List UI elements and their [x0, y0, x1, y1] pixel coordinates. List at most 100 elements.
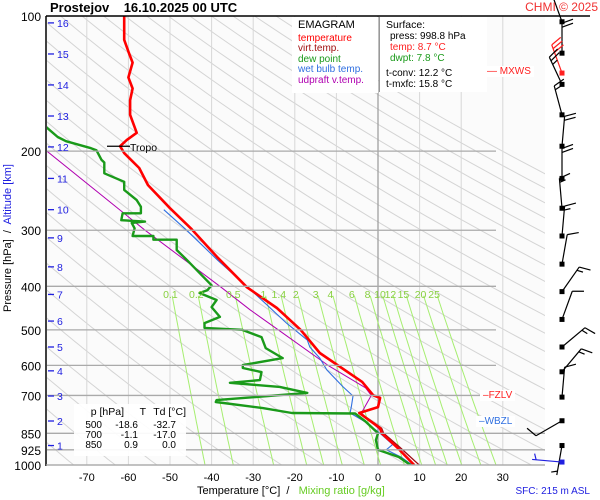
wind-barb-staff: [553, 0, 563, 22]
wind-barb-dot: [559, 50, 565, 56]
wind-barb-half: [554, 85, 561, 91]
mixing-ratio-line: [197, 295, 234, 465]
dry-adiabat: [60, 16, 545, 334]
y-label-altitude: Altitude [km]: [2, 164, 14, 225]
wind-barb: [559, 290, 584, 322]
x-label-mixing-ratio: Mixing ratio [g/kg]: [298, 485, 385, 497]
wind-barb-full: [561, 18, 574, 24]
wind-barb-dot: [559, 81, 565, 87]
tropopause-label: Tropo: [130, 142, 157, 154]
x-tick-label: -50: [162, 472, 178, 484]
surface-title: Surface:: [386, 19, 426, 31]
wind-barb-staff: [532, 458, 563, 463]
y-tick-label: 925: [21, 444, 41, 458]
x-tick-label: 20: [455, 472, 467, 484]
wind-barb-full: [548, 48, 559, 58]
wind-barb-staff: [553, 85, 563, 115]
wind-barb-half: [581, 329, 588, 335]
y-label-pressure: Pressure [hPa]: [2, 239, 14, 312]
mixing-ratio-label: 6: [349, 289, 355, 301]
mixing-ratio-label: 10: [374, 289, 386, 301]
legend-updraft-vtemp: udpraft v.temp.: [298, 74, 364, 86]
legend-temperature: temperature: [298, 32, 352, 44]
dry-adiabat: [47, 22, 545, 352]
y-tick-label: 500: [21, 324, 41, 338]
mixing-ratio-line: [332, 295, 382, 465]
x-tick-label: 0: [375, 472, 381, 484]
wind-barb: [553, 78, 565, 118]
wind-barb-dot: [559, 289, 565, 295]
x-tick-label: -60: [120, 472, 136, 484]
dry-adiabat: [47, 60, 545, 390]
wind-barb-staff: [561, 348, 582, 373]
wind-barb-half: [551, 470, 558, 473]
mixing-ratio-label: 25: [428, 289, 440, 301]
wind-barb-full: [552, 40, 563, 50]
altitude-tick-label: 4: [57, 366, 63, 378]
wind-barb: [559, 231, 579, 267]
y-tick-label: 400: [21, 280, 41, 294]
wind-barb-full: [561, 22, 574, 28]
x-label-temperature: Temperature [°C]: [197, 485, 281, 497]
surface-press: press: 998.8 hPa: [390, 31, 466, 42]
x-tick-label: -20: [287, 472, 303, 484]
wind-barb-dot: [559, 418, 565, 424]
table-header-t: T: [139, 406, 146, 418]
mixing-ratio-label: 12: [385, 289, 397, 301]
x-tick-label: 10: [413, 472, 425, 484]
wind-barb: [548, 48, 565, 87]
mixing-ratio-line: [369, 295, 423, 465]
chart-title: Prostejov 16.10.2025 00 UTC: [50, 0, 237, 15]
altitude-tick-label: 13: [57, 111, 69, 123]
wind-barb-dot: [559, 344, 565, 350]
copyright: CHMI © 2025: [525, 0, 598, 14]
wind-barb-dot: [559, 369, 565, 375]
surface-dwpt: dwpt: 7.8 °C: [390, 53, 445, 64]
wind-barb-full: [567, 231, 579, 236]
altitude-tick-label: 14: [57, 80, 69, 92]
wind-barb: [551, 443, 565, 476]
wind-barb-dot: [559, 443, 565, 449]
mixing-ratio-line: [171, 295, 206, 465]
mixing-ratio-line: [392, 295, 448, 465]
legend-dew-point: dew point: [298, 53, 341, 65]
wind-barb-staff: [561, 266, 580, 292]
table-cell: 700: [85, 430, 102, 441]
wind-barb-full: [564, 112, 577, 117]
wind-barb-half: [576, 269, 584, 273]
wind-barb-half: [559, 179, 566, 183]
surface-info: Surface: press: 998.8 hPa temp: 8.7 °C d…: [379, 17, 487, 92]
fzlv-label: FZLV: [488, 390, 513, 402]
wind-barb: [559, 112, 577, 149]
altitude-tick-label: 12: [57, 142, 69, 154]
mixing-ratio-line: [405, 295, 463, 465]
table-cell: 0.0: [162, 440, 176, 451]
dry-adiabat: [232, 16, 545, 204]
wind-barb-dot: [559, 205, 565, 211]
fzlv-marker: –FZLV: [480, 390, 516, 402]
altitude-tick-label: 6: [57, 316, 63, 328]
dry-adiabat: [81, 16, 545, 317]
x-tick-label: -10: [328, 472, 344, 484]
wind-barb-full: [526, 427, 537, 437]
mixing-ratio-label: 1.4: [272, 289, 287, 301]
dry-adiabat: [103, 16, 545, 299]
mixing-ratio-line: [317, 295, 365, 465]
table-row: 500 -18.6 -32.7: [74, 421, 186, 431]
altitude-tick-label: 3: [57, 391, 63, 403]
altitude-tick-label: 8: [57, 262, 63, 274]
dry-adiabat: [146, 16, 545, 266]
table-header: p [hPa] T Td [°C]: [74, 406, 186, 418]
wind-barb-full: [564, 363, 577, 368]
mixing-ratio-label: 15: [398, 289, 410, 301]
wind-barb-dot: [559, 316, 565, 322]
sounding-datetime: 16.10.2025 00 UTC: [123, 0, 238, 15]
wind-barb-full: [579, 266, 591, 271]
altitude-tick-label: 2: [57, 416, 63, 428]
wind-barb-full: [550, 52, 560, 62]
wbzl-marker: –WBZL: [476, 415, 516, 427]
wind-barb-staff: [561, 367, 566, 398]
surface-elevation: SFC: 215 m ASL: [515, 486, 590, 497]
wind-barb: [553, 0, 565, 25]
altitude-tick-label: 1: [57, 441, 63, 453]
